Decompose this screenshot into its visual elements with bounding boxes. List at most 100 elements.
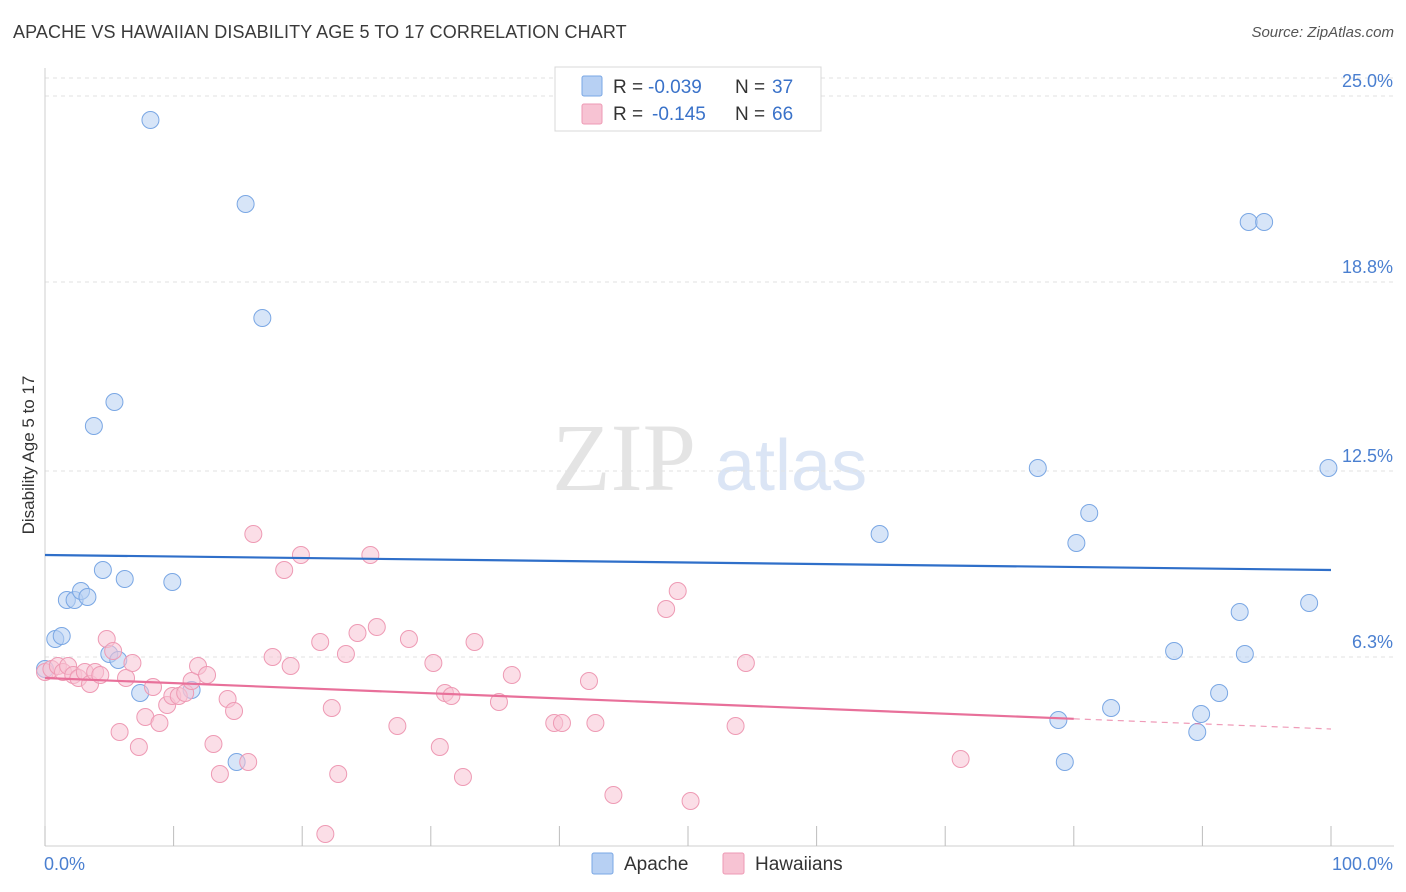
point-hawaiians	[579, 672, 598, 690]
point-hawaiians	[424, 654, 443, 672]
point-hawaiians	[399, 630, 418, 648]
point-apache	[1049, 711, 1068, 729]
point-hawaiians	[726, 717, 745, 735]
point-hawaiians	[117, 669, 136, 687]
y-tick-label: 25.0%	[1342, 71, 1393, 91]
source-label: Source: ZipAtlas.com	[1251, 24, 1394, 41]
point-hawaiians	[225, 702, 244, 720]
point-hawaiians	[239, 753, 258, 771]
chart-title: APACHE VS HAWAIIAN DISABILITY AGE 5 TO 1…	[13, 22, 627, 42]
point-hawaiians	[275, 561, 294, 579]
trend-line-hawaiians	[44, 676, 1074, 720]
point-hawaiians	[182, 672, 201, 690]
point-apache	[84, 417, 103, 435]
legend-apache-n-label: N =	[735, 77, 765, 98]
trend-line-hawaiians-extrapolated	[1073, 718, 1332, 730]
point-hawaiians	[442, 687, 461, 705]
legend-apache-r-label: R =	[613, 77, 643, 98]
trend-lines	[44, 553, 1332, 730]
legend-hawaiians-r-label: R =	[613, 104, 643, 125]
grid-lines	[45, 77, 1394, 658]
y-tick-label: 6.3%	[1352, 632, 1393, 652]
point-apache	[115, 570, 134, 588]
point-hawaiians	[736, 654, 755, 672]
bottom-legend-swatch-hawaiians	[722, 852, 745, 875]
point-apache	[141, 111, 160, 129]
legend-swatch-apache	[581, 75, 603, 97]
point-apache	[163, 573, 182, 591]
legend-top: R = -0.039 N = 37 R = -0.145 N = 66	[554, 66, 822, 132]
point-hawaiians	[388, 717, 407, 735]
legend-hawaiians-r-value: -0.145	[652, 104, 706, 125]
point-hawaiians	[951, 750, 970, 768]
point-apache	[1239, 213, 1258, 231]
trend-line-apache	[44, 553, 1332, 572]
legend-swatch-hawaiians	[581, 103, 603, 125]
legend-apache-n-value: 37	[772, 77, 793, 98]
point-hawaiians	[657, 600, 676, 618]
point-hawaiians	[586, 714, 605, 732]
bottom-legend-hawaiians: Hawaiians	[755, 854, 843, 875]
legend-bottom: Apache Hawaiians	[591, 852, 843, 875]
legend-apache-r-value: -0.039	[648, 77, 702, 98]
y-axis-title: Disability Age 5 to 17	[19, 376, 38, 535]
point-hawaiians	[361, 546, 380, 564]
legend-hawaiians-n-value: 66	[772, 104, 793, 125]
point-apache	[1188, 723, 1207, 741]
tick-labels: 6.3% 12.5% 18.8% 25.0% 0.0% 100.0%	[44, 71, 1393, 874]
point-apache	[1255, 213, 1274, 231]
point-hawaiians	[329, 765, 348, 783]
point-hawaiians	[129, 738, 148, 756]
point-apache	[1192, 705, 1211, 723]
point-hawaiians	[489, 693, 508, 711]
point-hawaiians	[681, 792, 700, 810]
watermark-zip: ZIP	[552, 404, 696, 511]
point-hawaiians	[348, 624, 367, 642]
point-hawaiians	[465, 633, 484, 651]
point-apache	[1210, 684, 1229, 702]
point-apache	[1230, 603, 1249, 621]
point-apache	[236, 195, 255, 213]
axes	[44, 68, 1394, 847]
point-hawaiians	[263, 648, 282, 666]
bottom-legend-apache: Apache	[624, 854, 688, 875]
point-hawaiians	[604, 786, 623, 804]
point-apache	[253, 309, 272, 327]
point-apache	[870, 525, 889, 543]
point-hawaiians	[367, 618, 386, 636]
point-hawaiians	[150, 714, 169, 732]
bottom-legend-swatch-apache	[591, 852, 614, 875]
point-apache	[1102, 699, 1121, 717]
watermark: ZIP atlas	[552, 404, 867, 511]
point-hawaiians	[552, 714, 571, 732]
point-hawaiians	[291, 546, 310, 564]
point-hawaiians	[123, 654, 142, 672]
data-points	[36, 111, 1338, 843]
point-hawaiians	[502, 666, 521, 684]
point-hawaiians	[311, 633, 330, 651]
point-hawaiians	[110, 723, 129, 741]
point-apache	[1319, 459, 1338, 477]
point-hawaiians	[453, 768, 472, 786]
point-hawaiians	[198, 666, 217, 684]
y-tick-label: 18.8%	[1342, 257, 1393, 277]
point-hawaiians	[316, 825, 335, 843]
point-apache	[1235, 645, 1254, 663]
point-hawaiians	[336, 645, 355, 663]
y-tick-label: 12.5%	[1342, 446, 1393, 466]
point-apache	[52, 627, 71, 645]
point-hawaiians	[322, 699, 341, 717]
point-apache	[1080, 504, 1099, 522]
point-apache	[93, 561, 112, 579]
point-hawaiians	[430, 738, 449, 756]
point-apache	[105, 393, 124, 411]
point-hawaiians	[210, 765, 229, 783]
point-hawaiians	[668, 582, 687, 600]
x-tick-label-min: 0.0%	[44, 854, 85, 874]
point-hawaiians	[204, 735, 223, 753]
point-apache	[1055, 753, 1074, 771]
point-apache	[1028, 459, 1047, 477]
point-apache	[1300, 594, 1319, 612]
point-apache	[78, 588, 97, 606]
